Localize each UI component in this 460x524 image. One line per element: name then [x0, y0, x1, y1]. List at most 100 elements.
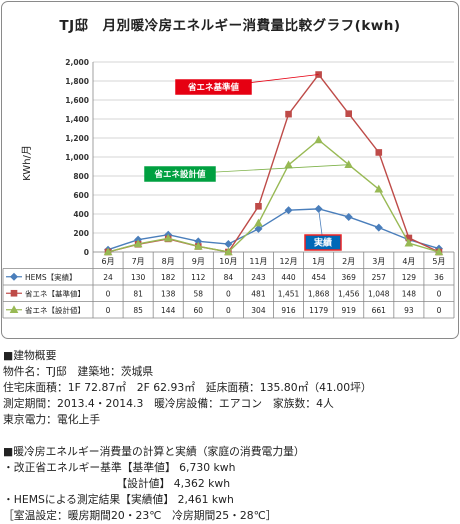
x-tick-label: 2月 [342, 257, 355, 266]
info-line: 物件名：TJ邸 建築地：茨城県 [3, 365, 154, 378]
data-label: 93 [404, 306, 414, 315]
info-line [3, 428, 372, 444]
y-tick-label: 1,400 [65, 115, 89, 124]
data-label: 0 [106, 306, 111, 315]
y-tick-label: 1,200 [65, 134, 89, 143]
x-tick-label: 3月 [372, 257, 385, 266]
data-label: 481 [251, 289, 266, 298]
data-label: 0 [437, 289, 442, 298]
info-line: 東京電力：電化上手 [3, 413, 101, 426]
y-axis-label: KWh/月 [21, 145, 33, 181]
data-label: 369 [342, 273, 357, 282]
info-line: ■暖冷房エネルギー消費量の計算と実績（家庭の消費電力量） [3, 445, 305, 458]
line-chart: 02004006008001,0001,2001,4001,6001,8002,… [2, 58, 455, 319]
data-point [285, 110, 292, 118]
data-label: 24 [103, 273, 113, 282]
data-point [163, 233, 173, 242]
data-label: 144 [161, 306, 176, 315]
info-line: 住宅床面積：1F 72.87㎡ 2F 62.93㎡ 延床面積：135.80㎡（4… [3, 381, 372, 394]
info-line: ［室温設定：暖房期間20・23℃ 冷房期間25・28℃］ [3, 509, 277, 522]
data-label: 916 [281, 306, 296, 315]
legend-marker [10, 289, 18, 297]
data-label: 1,451 [278, 289, 300, 298]
legend-label: 省エネ【基準値】 [25, 288, 85, 298]
annotation-label: 実績 [314, 237, 332, 249]
x-tick-label: 7月 [132, 257, 145, 266]
y-tick-label: 0 [84, 248, 89, 257]
data-point [255, 203, 262, 210]
data-label: 243 [251, 273, 266, 282]
info-line: ■建物概要 [3, 349, 57, 362]
legend-label: HEMS【実績】 [25, 272, 77, 282]
x-tick-label: 6月 [101, 257, 114, 266]
y-tick-label: 1,000 [65, 153, 89, 162]
annotation-box [175, 79, 252, 95]
data-label: 0 [106, 289, 111, 298]
data-point [284, 206, 293, 215]
legend-marker [9, 305, 19, 314]
y-tick-label: 2,000 [65, 58, 89, 67]
x-tick-label: 4月 [402, 257, 415, 266]
data-point [224, 240, 233, 249]
data-label: 661 [372, 306, 387, 315]
info-line: ・HEMSによる測定結果【実績値】 2,461 kwh [3, 493, 234, 506]
data-point [314, 135, 323, 144]
y-tick-label: 1,800 [65, 77, 89, 86]
data-label: 1,048 [368, 289, 390, 298]
data-label: 138 [161, 289, 176, 298]
data-point [224, 247, 233, 256]
x-tick-label: 5月 [432, 257, 445, 266]
data-label: 454 [311, 273, 326, 282]
data-label: 112 [191, 273, 206, 282]
annotation-label: 省エネ基準値 [187, 82, 240, 93]
data-point [254, 224, 263, 233]
data-point [375, 149, 383, 156]
building-info: ■建物概要 物件名：TJ邸 建築地：茨城県 住宅床面積：1F 72.87㎡ 2F… [3, 348, 372, 524]
data-label: 1179 [309, 306, 328, 315]
y-tick-label: 1,600 [65, 96, 89, 105]
data-point [133, 239, 143, 248]
y-tick-label: 600 [73, 191, 89, 200]
info-line: ・改正省エネルギー基準【基準値】 6,730 kwh [3, 461, 236, 474]
data-label: 36 [434, 273, 444, 282]
legend-marker [9, 272, 19, 281]
data-label: 84 [224, 273, 234, 282]
data-label: 1,456 [338, 289, 360, 298]
data-label: 182 [161, 273, 176, 282]
series-markers [103, 135, 444, 256]
legend-label: 省エネ【設計値】 [25, 305, 85, 315]
data-point [254, 218, 263, 227]
x-tick-label: 11月 [249, 257, 267, 266]
data-label: 440 [281, 273, 296, 282]
data-point [103, 247, 113, 256]
series-line [107, 73, 440, 253]
data-label: 130 [131, 273, 146, 282]
annotation-box [144, 166, 216, 182]
info-line: 【設計値】 4,362 kwh [3, 477, 231, 490]
annotation-box [304, 234, 342, 251]
y-tick-label: 400 [73, 210, 89, 219]
x-tick-label: 9月 [192, 257, 205, 266]
data-label: 58 [194, 289, 204, 298]
data-label: 919 [342, 306, 357, 315]
x-tick-label: 10月 [219, 257, 237, 266]
data-label: 81 [133, 289, 143, 298]
data-point [404, 238, 414, 247]
chart-title: TJ邸 月別暖冷房エネルギー消費量比較グラフ(kwh) [59, 18, 401, 34]
series-markers [104, 71, 443, 256]
x-tick-label: 8月 [162, 257, 175, 266]
data-point [344, 212, 353, 221]
data-label: 0 [437, 306, 442, 315]
annotation-label: 省エネ設計値 [153, 169, 206, 180]
data-label: 60 [194, 306, 204, 315]
data-point [344, 160, 354, 168]
data-label: 148 [402, 289, 417, 298]
data-point [374, 223, 383, 232]
y-tick-label: 200 [73, 229, 89, 238]
y-tick-label: 800 [73, 172, 89, 181]
data-label: 257 [372, 273, 387, 282]
info-line: 測定期間：2013.4・2014.3 暖冷房設備：エアコン 家族数：4人 [3, 397, 334, 410]
data-label: 0 [226, 306, 231, 315]
x-tick-label: 1月 [312, 257, 325, 266]
data-point [193, 241, 203, 250]
